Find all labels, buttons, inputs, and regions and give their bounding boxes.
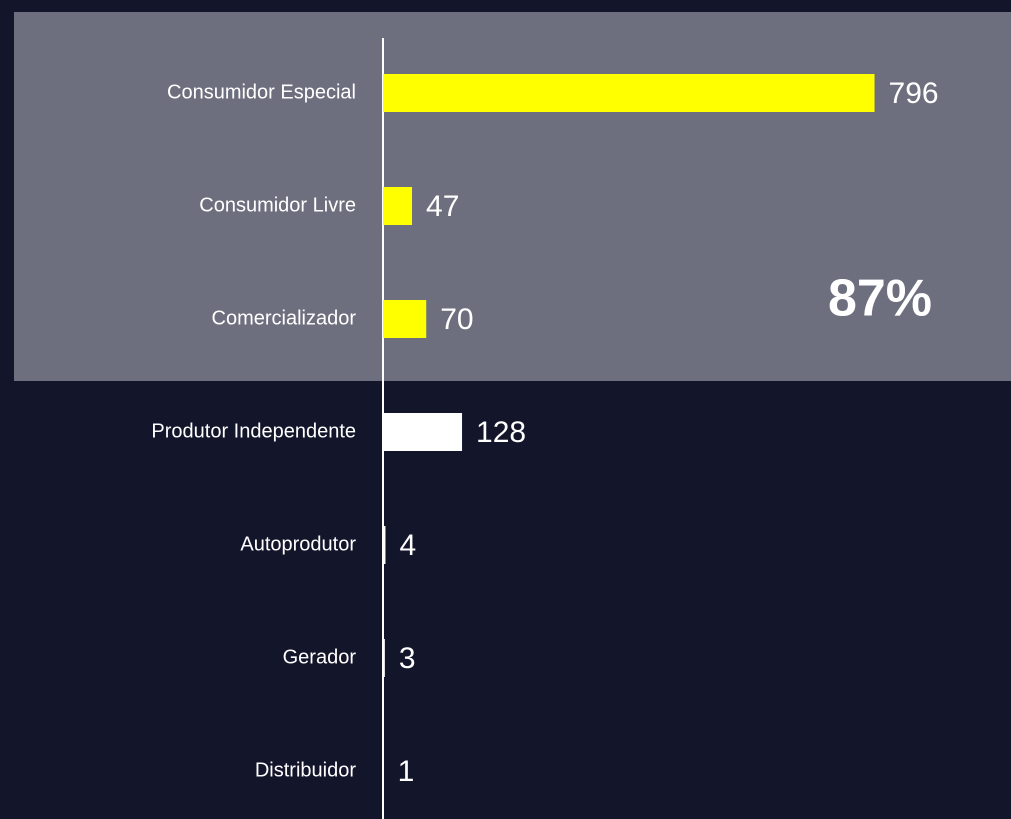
bar bbox=[383, 74, 875, 112]
bar bbox=[383, 187, 413, 225]
category-label: Gerador bbox=[283, 646, 357, 668]
value-label: 128 bbox=[476, 416, 526, 449]
highlight-area bbox=[14, 12, 1011, 381]
bar bbox=[383, 639, 385, 677]
category-label: Distribuidor bbox=[255, 759, 356, 781]
value-label: 4 bbox=[399, 529, 416, 562]
bar bbox=[383, 300, 427, 338]
value-label: 47 bbox=[426, 190, 459, 223]
bar bbox=[383, 413, 463, 451]
bar bbox=[383, 526, 386, 564]
bar bbox=[383, 752, 384, 790]
category-label: Consumidor Livre bbox=[199, 194, 356, 216]
value-label: 3 bbox=[399, 642, 416, 675]
category-label: Produtor Independente bbox=[151, 420, 356, 442]
value-label: 1 bbox=[398, 755, 415, 788]
category-label: Comercializador bbox=[212, 307, 357, 329]
value-label: 796 bbox=[889, 77, 939, 110]
category-label: Consumidor Especial bbox=[167, 81, 356, 103]
value-label: 70 bbox=[440, 303, 473, 336]
category-label: Autoprodutor bbox=[240, 533, 356, 555]
annotation: 87% bbox=[828, 270, 932, 328]
